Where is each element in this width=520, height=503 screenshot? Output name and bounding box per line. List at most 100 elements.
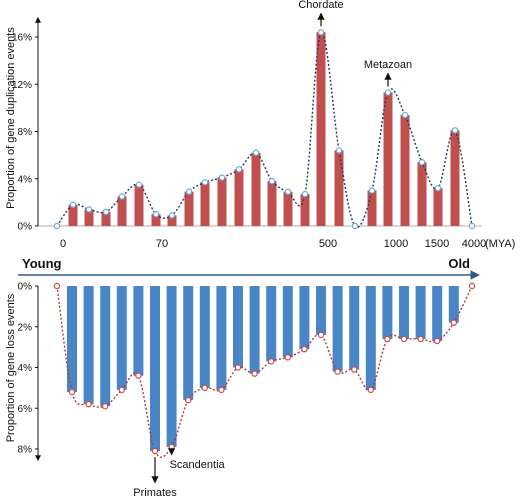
loss-point [101, 403, 109, 410]
duplication-point [53, 222, 61, 230]
duplication-point [368, 187, 376, 194]
loss-bar [432, 286, 443, 342]
duplication-bar [367, 190, 377, 226]
duplication-point [451, 127, 459, 134]
duplication-chart: Proportion of gene duplication events 0%… [5, 0, 515, 250]
loss-bar [183, 286, 194, 401]
loss-point [251, 370, 258, 377]
annotation-label: Primates [133, 487, 177, 499]
loss-point [218, 386, 225, 394]
loss-point [417, 335, 424, 343]
loss-y-axis-label: Proportion of gene loss events [5, 293, 17, 442]
duplication-trend-line [56, 31, 473, 229]
duplication-bar [383, 92, 393, 226]
annotation-label: Metazoan [364, 59, 412, 71]
loss-bar [316, 286, 326, 335]
loss-bar [332, 286, 343, 372]
duplication-point [85, 206, 93, 213]
duplication-point [69, 201, 77, 208]
duplication-bar [117, 196, 127, 226]
duplication-bar [234, 169, 244, 226]
duplication-point [284, 188, 292, 195]
loss-point [434, 337, 441, 345]
loss-y-tick-label: 8% [18, 445, 33, 456]
duplication-bar [417, 162, 427, 226]
annotation-label: Scandentia [170, 459, 226, 471]
loss-point [234, 364, 242, 371]
loss-point [268, 358, 275, 365]
loss-bar [216, 286, 227, 390]
loss-bar [382, 286, 393, 339]
loss-bar [233, 286, 243, 368]
x-axis-unit: (MYA) [485, 238, 515, 250]
loss-bar [83, 286, 94, 405]
duplication-y-tick-label: 4% [18, 174, 33, 185]
duplication-y-tick-label: 0% [18, 222, 33, 233]
duplication-bar [68, 204, 78, 226]
duplication-point [201, 179, 209, 186]
loss-bar [249, 286, 260, 374]
duplication-bar [433, 188, 443, 226]
duplication-bar [251, 152, 261, 226]
duplication-point [218, 174, 226, 181]
loss-chart: Proportion of gene loss events 0% 2% 4% 6% 8… [5, 282, 476, 499]
loss-point [68, 388, 76, 396]
loss-point [317, 331, 325, 339]
loss-point [284, 354, 291, 361]
loss-bar [399, 286, 409, 339]
loss-y-tick-label: 0% [18, 282, 33, 293]
duplication-point [168, 212, 176, 219]
timeline-start-label: Young [22, 256, 62, 271]
loss-point [301, 345, 308, 353]
loss-point [151, 447, 159, 455]
loss-point [400, 335, 408, 343]
loss-bar [282, 286, 293, 358]
duplication-point [118, 193, 126, 200]
loss-y-tick-label: 4% [18, 363, 33, 374]
duplication-bar [450, 130, 460, 226]
loss-bar [100, 286, 111, 407]
duplication-bar [167, 215, 177, 226]
duplication-point [418, 159, 426, 166]
loss-point [334, 368, 341, 375]
duplication-bar [84, 209, 94, 226]
duplication-point [102, 208, 110, 216]
duplication-point [468, 222, 476, 230]
duplication-point [401, 111, 409, 119]
duplication-bar [316, 32, 326, 227]
loss-point [450, 319, 457, 326]
x-tick-label: 4000 [462, 238, 486, 250]
duplication-point [252, 149, 260, 156]
loss-point [367, 386, 374, 394]
duplication-y-tick-label: 12% [12, 80, 32, 91]
duplication-bar [151, 214, 161, 226]
loss-bar [415, 286, 426, 339]
loss-point [351, 366, 358, 373]
loss-y-tick-label: 6% [18, 404, 33, 415]
duplication-y-tick-label: 16% [12, 33, 32, 44]
x-tick-label: 1500 [425, 238, 449, 250]
duplication-bar [101, 211, 111, 226]
duplication-point [317, 29, 325, 36]
loss-bar [199, 286, 210, 388]
loss-bar [116, 286, 127, 390]
duplication-point [351, 222, 359, 230]
loss-bar [266, 286, 277, 362]
loss-bar [67, 286, 77, 392]
duplication-point [152, 210, 160, 218]
duplication-bar [400, 114, 410, 226]
loss-y-tick-label: 2% [18, 322, 33, 333]
x-tick-label: 70 [156, 238, 168, 250]
duplication-point [135, 181, 143, 188]
duplication-bar [300, 194, 310, 226]
duplication-bar [283, 191, 293, 226]
duplication-bar [134, 184, 144, 226]
duplication-point [185, 188, 193, 195]
x-tick-label: 500 [319, 238, 337, 250]
duplication-bar [200, 182, 210, 226]
x-tick-label: 1000 [384, 238, 408, 250]
loss-point [53, 282, 61, 290]
loss-bar [349, 286, 360, 370]
loss-bar [365, 286, 376, 390]
